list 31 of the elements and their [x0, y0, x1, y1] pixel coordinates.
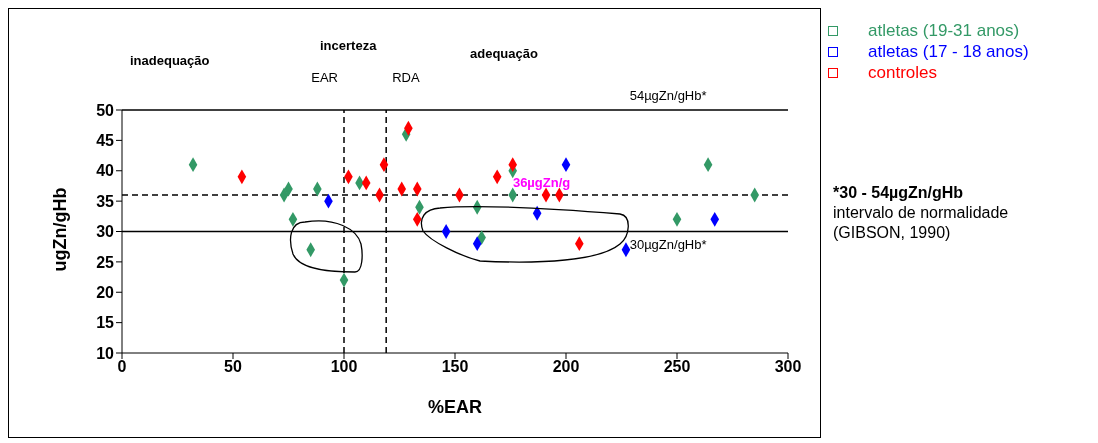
y-tick-label: 35 — [96, 192, 115, 210]
x-tick-label: 0 — [117, 358, 127, 376]
ref-line-label: 36µgZn/g — [512, 175, 571, 191]
legend-label: atletas (17 - 18 anos) — [868, 41, 1029, 62]
x-tick-label: 250 — [663, 358, 691, 376]
x-tick-label: 150 — [441, 358, 469, 376]
x-tick-label: 200 — [552, 358, 580, 376]
x-tick-label: 100 — [330, 358, 358, 376]
y-tick-label: 50 — [96, 101, 115, 119]
ref-line-label: 30µgZn/gHb* — [629, 236, 707, 252]
y-tick-label: 40 — [96, 162, 115, 180]
ref-line-label: 54µgZn/gHb* — [629, 88, 707, 103]
ref-line-label: RDA — [392, 70, 420, 85]
text: intervalo de normalidade (GIBSON, 1990) — [833, 203, 1010, 243]
y-tick-label: 30 — [96, 223, 115, 241]
y-tick-label: 15 — [96, 314, 115, 332]
text: *30 - 54µgZn/gHb — [833, 183, 965, 203]
text: inadequação — [130, 53, 210, 68]
legend-label: controles — [868, 62, 937, 83]
x-tick-label: 300 — [774, 358, 802, 376]
y-tick-label: 25 — [96, 253, 115, 271]
text: incerteza — [320, 38, 377, 53]
y-tick-label: 10 — [96, 344, 115, 362]
y-axis-title: ugZn/gHb — [50, 187, 71, 272]
y-tick-label: 45 — [96, 132, 115, 150]
ref-line-label: EAR — [311, 70, 338, 85]
y-tick-label: 20 — [96, 283, 115, 301]
x-axis-title: %EAR — [427, 397, 483, 417]
text: adequação — [470, 46, 538, 61]
legend-label: atletas (19-31 anos) — [868, 20, 1020, 41]
x-tick-label: 50 — [224, 358, 242, 376]
